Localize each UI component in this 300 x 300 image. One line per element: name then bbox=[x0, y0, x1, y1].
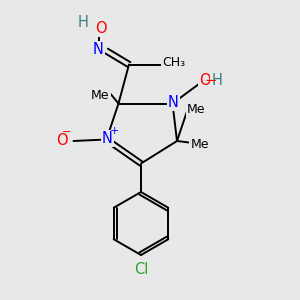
Text: O: O bbox=[199, 73, 210, 88]
Text: N: N bbox=[93, 42, 104, 57]
Text: −: − bbox=[62, 127, 71, 137]
Text: Me: Me bbox=[190, 137, 209, 151]
Text: Me: Me bbox=[187, 103, 206, 116]
Text: H: H bbox=[78, 15, 89, 30]
Text: O: O bbox=[56, 133, 67, 148]
Text: Cl: Cl bbox=[134, 262, 148, 277]
Text: O: O bbox=[95, 21, 106, 36]
Text: H: H bbox=[211, 73, 222, 88]
Text: −: − bbox=[205, 73, 217, 88]
Text: +: + bbox=[109, 126, 119, 136]
Text: Me: Me bbox=[91, 89, 110, 103]
Text: N: N bbox=[168, 95, 179, 110]
Text: CH₃: CH₃ bbox=[162, 56, 185, 70]
Text: N: N bbox=[102, 131, 113, 146]
